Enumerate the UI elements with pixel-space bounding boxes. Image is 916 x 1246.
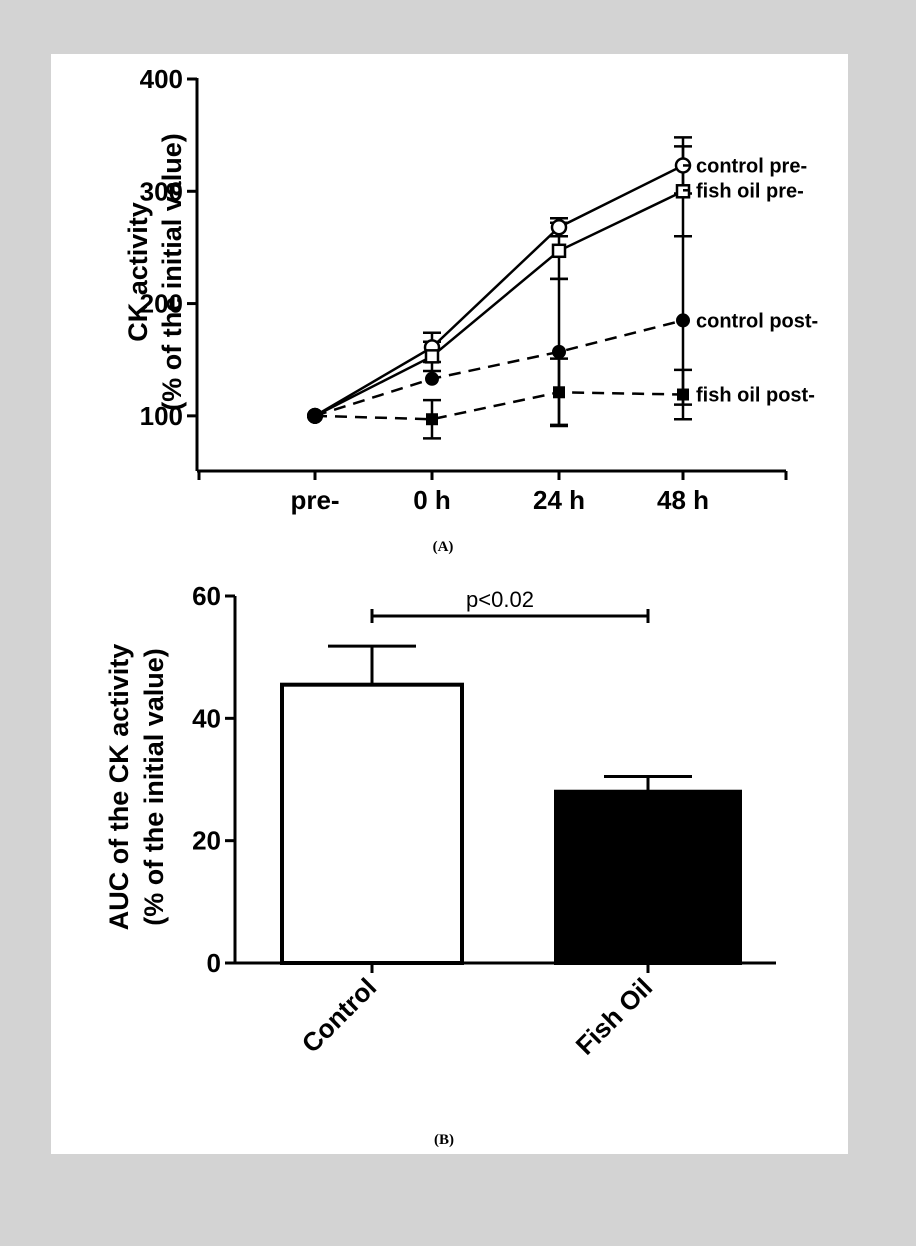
bar-chart-b: AUC of the CK activity (% of the initial…: [104, 581, 776, 1148]
figure-panel: CK activity (% of the initial value) (A)…: [51, 54, 848, 1154]
chart-a-x-tick-label: 0 h: [413, 485, 451, 515]
figure-svg: CK activity (% of the initial value) (A)…: [104, 64, 818, 1148]
series-line-fish-oil-post: [314, 391, 684, 421]
significance-label: p<0.02: [466, 587, 534, 612]
chart-a-y-tick-label: 100: [140, 401, 183, 431]
data-point: [426, 413, 438, 426]
chart-b-panel-label: (B): [434, 1132, 454, 1148]
chart-a-ylabel-line1: CK activity: [123, 202, 153, 342]
legend-label: control pre-: [696, 155, 807, 177]
chart-b-y-tick-label: 20: [192, 826, 221, 856]
chart-b-ylabel-line2: (% of the initial value): [139, 648, 169, 926]
bar-control: [280, 682, 464, 965]
line-chart-a: CK activity (% of the initial value) (A)…: [123, 64, 818, 555]
data-point: [552, 344, 566, 359]
chart-a-x-tick-label: 48 h: [657, 485, 709, 515]
bar-fish-oil: [554, 789, 742, 965]
series-line-control-pre: [314, 164, 684, 417]
chart-a-ylabel-line2: (% of the initial value): [157, 133, 187, 411]
legend-label: control post-: [696, 310, 818, 332]
chart-a-y-tick-label: 400: [140, 64, 183, 94]
data-point: [424, 349, 440, 364]
chart-a-x-tick-label: pre-: [290, 485, 339, 515]
chart-b-ylabel-line1: AUC of the CK activity: [104, 644, 134, 931]
data-point: [307, 407, 323, 424]
chart-b-x-tick-label: Control: [296, 972, 383, 1059]
chart-b-y-tick-label: 0: [207, 948, 221, 978]
chart-b-y-tick-label: 40: [192, 703, 221, 733]
series-line-fish-oil-pre: [314, 190, 684, 417]
chart-a-x-tick-label: 24 h: [533, 485, 585, 515]
legend-label: fish oil pre-: [696, 180, 804, 202]
data-point: [553, 386, 565, 399]
data-point: [551, 243, 567, 259]
chart-a-y-tick-label: 200: [140, 289, 183, 319]
chart-a-y-tick-label: 300: [140, 176, 183, 206]
legend-label: fish oil post-: [696, 385, 815, 407]
chart-b-x-tick-label: Fish Oil: [570, 972, 659, 1061]
data-point: [425, 371, 439, 386]
chart-a-panel-label: (A): [433, 539, 454, 555]
data-point: [550, 218, 568, 236]
chart-b-y-tick-label: 60: [192, 581, 221, 611]
series-line-control-post: [314, 319, 684, 418]
